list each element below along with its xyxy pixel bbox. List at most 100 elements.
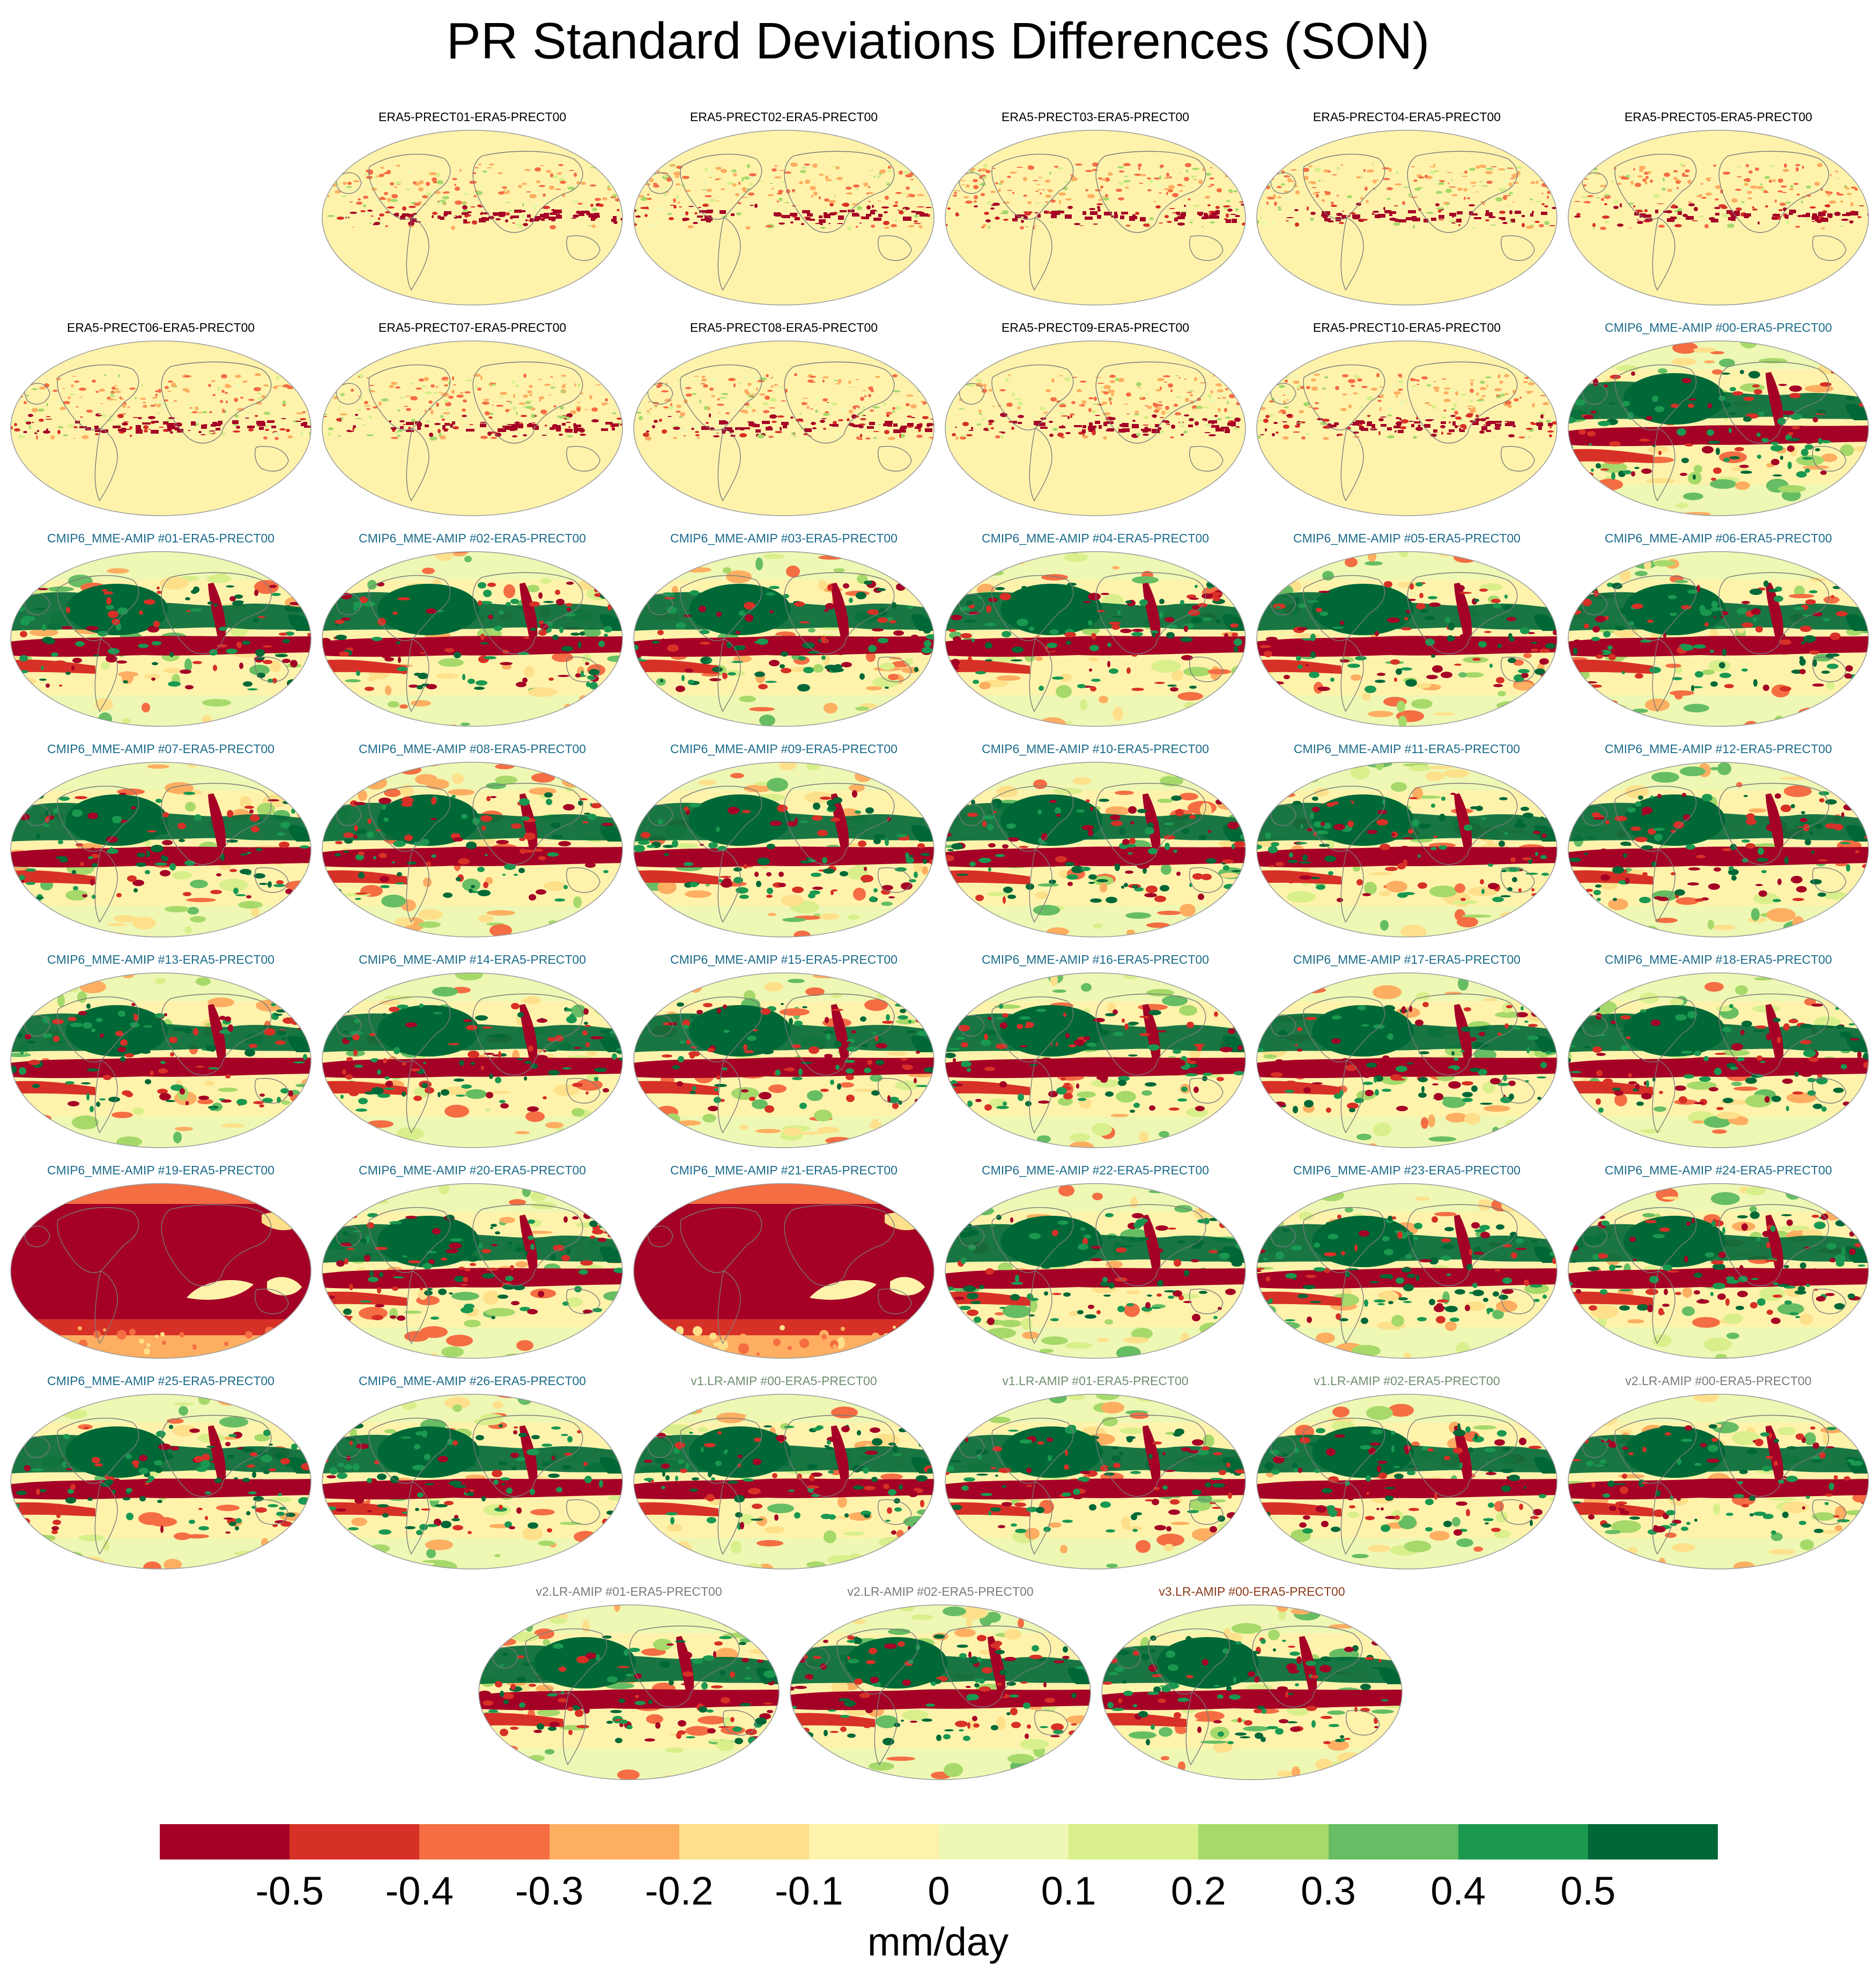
world-map-plot — [633, 1394, 935, 1570]
world-map-plot — [945, 551, 1246, 727]
world-map-plot — [478, 1604, 780, 1780]
map-panel: CMIP6_MME-AMIP #09-ERA5-PRECT00 — [631, 742, 937, 954]
world-map-plot — [945, 972, 1246, 1148]
colorbar-swatch — [160, 1824, 290, 1860]
world-map-plot — [1256, 130, 1558, 306]
panel-title: v2.LR-AMIP #00-ERA5-PRECT00 — [1625, 1374, 1812, 1388]
panel-title: ERA5-PRECT01-ERA5-PRECT00 — [378, 110, 567, 124]
world-map-plot — [945, 130, 1246, 306]
world-map-plot — [945, 762, 1246, 938]
map-panel: CMIP6_MME-AMIP #18-ERA5-PRECT00 — [1566, 953, 1871, 1164]
panel-title: CMIP6_MME-AMIP #19-ERA5-PRECT00 — [47, 1163, 275, 1177]
map-panel: v1.LR-AMIP #01-ERA5-PRECT00 — [943, 1374, 1248, 1586]
colorbar-swatch — [1458, 1824, 1588, 1860]
panel-title: CMIP6_MME-AMIP #12-ERA5-PRECT00 — [1605, 742, 1832, 756]
world-map-plot — [1568, 551, 1869, 727]
world-map-plot — [322, 972, 623, 1148]
world-map-plot — [1256, 551, 1558, 727]
panel-title: CMIP6_MME-AMIP #07-ERA5-PRECT00 — [47, 742, 275, 756]
panel-title: CMIP6_MME-AMIP #23-ERA5-PRECT00 — [1293, 1163, 1521, 1177]
world-map-plot — [10, 1183, 312, 1359]
map-panel: CMIP6_MME-AMIP #03-ERA5-PRECT00 — [631, 531, 937, 743]
panel-title: ERA5-PRECT08-ERA5-PRECT00 — [689, 321, 878, 334]
colorbar-swatch — [1069, 1824, 1199, 1860]
world-map-plot — [633, 972, 935, 1148]
world-map-plot — [1568, 1394, 1869, 1570]
panel-title: v2.LR-AMIP #01-ERA5-PRECT00 — [536, 1585, 722, 1598]
map-panel: v2.LR-AMIP #00-ERA5-PRECT00 — [1566, 1374, 1871, 1586]
colorbar-swatch — [1328, 1824, 1458, 1860]
map-panel: CMIP6_MME-AMIP #06-ERA5-PRECT00 — [1566, 531, 1871, 743]
colorbar-swatch — [939, 1824, 1069, 1860]
panel-title: v1.LR-AMIP #00-ERA5-PRECT00 — [691, 1374, 877, 1388]
colorbar-tick-label: -0.5 — [255, 1869, 324, 1913]
map-panel: CMIP6_MME-AMIP #20-ERA5-PRECT00 — [320, 1163, 625, 1375]
map-panel: v3.LR-AMIP #00-ERA5-PRECT00 — [1099, 1585, 1405, 1796]
panel-title: CMIP6_MME-AMIP #02-ERA5-PRECT00 — [359, 531, 586, 545]
world-map-plot — [10, 972, 312, 1148]
map-panel: CMIP6_MME-AMIP #17-ERA5-PRECT00 — [1254, 953, 1560, 1164]
world-map-plot — [1568, 972, 1869, 1148]
panel-title: v1.LR-AMIP #02-ERA5-PRECT00 — [1314, 1374, 1500, 1388]
colorbar-tick-label: 0.2 — [1170, 1869, 1226, 1913]
colorbar-tick-label: -0.2 — [644, 1869, 714, 1913]
panel-title: CMIP6_MME-AMIP #15-ERA5-PRECT00 — [670, 953, 898, 966]
colorbar-unit-label: mm/day — [867, 1920, 1009, 1964]
panel-title: CMIP6_MME-AMIP #00-ERA5-PRECT00 — [1605, 321, 1832, 334]
panel-title: CMIP6_MME-AMIP #09-ERA5-PRECT00 — [670, 742, 898, 756]
panel-title: CMIP6_MME-AMIP #25-ERA5-PRECT00 — [47, 1374, 275, 1388]
colorbar-tick-label: 0.4 — [1430, 1869, 1486, 1913]
map-panel: CMIP6_MME-AMIP #25-ERA5-PRECT00 — [8, 1374, 314, 1586]
map-panel: CMIP6_MME-AMIP #04-ERA5-PRECT00 — [943, 531, 1248, 743]
map-panel: ERA5-PRECT01-ERA5-PRECT00 — [320, 110, 625, 322]
panel-title: CMIP6_MME-AMIP #21-ERA5-PRECT00 — [670, 1163, 898, 1177]
panel-title: CMIP6_MME-AMIP #13-ERA5-PRECT00 — [47, 953, 275, 966]
world-map-plot — [10, 1394, 312, 1570]
world-map-plot — [1256, 340, 1558, 516]
map-panel: ERA5-PRECT07-ERA5-PRECT00 — [320, 321, 625, 532]
panel-title: v3.LR-AMIP #00-ERA5-PRECT00 — [1159, 1585, 1345, 1598]
world-map-plot — [633, 130, 935, 306]
colorbar-swatch — [419, 1824, 550, 1860]
world-map-plot — [1568, 1183, 1869, 1359]
world-map-plot — [633, 551, 935, 727]
map-panel: ERA5-PRECT10-ERA5-PRECT00 — [1254, 321, 1560, 532]
map-panel: v2.LR-AMIP #01-ERA5-PRECT00 — [476, 1585, 782, 1796]
map-panel: ERA5-PRECT05-ERA5-PRECT00 — [1566, 110, 1871, 322]
panel-title: CMIP6_MME-AMIP #04-ERA5-PRECT00 — [982, 531, 1209, 545]
map-panel: CMIP6_MME-AMIP #16-ERA5-PRECT00 — [943, 953, 1248, 1164]
panel-title: CMIP6_MME-AMIP #01-ERA5-PRECT00 — [47, 531, 275, 545]
map-panel: CMIP6_MME-AMIP #21-ERA5-PRECT00 — [631, 1163, 937, 1375]
panel-title: ERA5-PRECT03-ERA5-PRECT00 — [1001, 110, 1190, 124]
world-map-plot — [945, 1183, 1246, 1359]
map-panel: CMIP6_MME-AMIP #02-ERA5-PRECT00 — [320, 531, 625, 743]
colorbar-tick-label: 0.3 — [1301, 1869, 1356, 1913]
panel-title: CMIP6_MME-AMIP #20-ERA5-PRECT00 — [359, 1163, 586, 1177]
map-panel: ERA5-PRECT09-ERA5-PRECT00 — [943, 321, 1248, 532]
map-panel: CMIP6_MME-AMIP #24-ERA5-PRECT00 — [1566, 1163, 1871, 1375]
world-map-plot — [1101, 1604, 1403, 1780]
panel-title: ERA5-PRECT09-ERA5-PRECT00 — [1001, 321, 1190, 334]
world-map-plot — [1256, 1183, 1558, 1359]
world-map-plot — [322, 130, 623, 306]
panel-title: CMIP6_MME-AMIP #16-ERA5-PRECT00 — [982, 953, 1209, 966]
panel-title: ERA5-PRECT07-ERA5-PRECT00 — [378, 321, 567, 334]
world-map-plot — [633, 762, 935, 938]
colorbar-swatch — [290, 1824, 420, 1860]
map-panel: CMIP6_MME-AMIP #01-ERA5-PRECT00 — [8, 531, 314, 743]
map-panel: CMIP6_MME-AMIP #14-ERA5-PRECT00 — [320, 953, 625, 1164]
map-panel: CMIP6_MME-AMIP #23-ERA5-PRECT00 — [1254, 1163, 1560, 1375]
world-map-plot — [322, 762, 623, 938]
colorbar-swatch — [1588, 1824, 1718, 1860]
panel-title: CMIP6_MME-AMIP #08-ERA5-PRECT00 — [359, 742, 586, 756]
panel-title: CMIP6_MME-AMIP #24-ERA5-PRECT00 — [1605, 1163, 1832, 1177]
panel-title: CMIP6_MME-AMIP #10-ERA5-PRECT00 — [982, 742, 1209, 756]
world-map-plot — [945, 1394, 1246, 1570]
world-map-plot — [633, 340, 935, 516]
map-panel: ERA5-PRECT02-ERA5-PRECT00 — [631, 110, 937, 322]
panel-title: v2.LR-AMIP #02-ERA5-PRECT00 — [847, 1585, 1034, 1598]
world-map-plot — [10, 551, 312, 727]
map-panel: CMIP6_MME-AMIP #22-ERA5-PRECT00 — [943, 1163, 1248, 1375]
map-panel: v1.LR-AMIP #00-ERA5-PRECT00 — [631, 1374, 937, 1586]
